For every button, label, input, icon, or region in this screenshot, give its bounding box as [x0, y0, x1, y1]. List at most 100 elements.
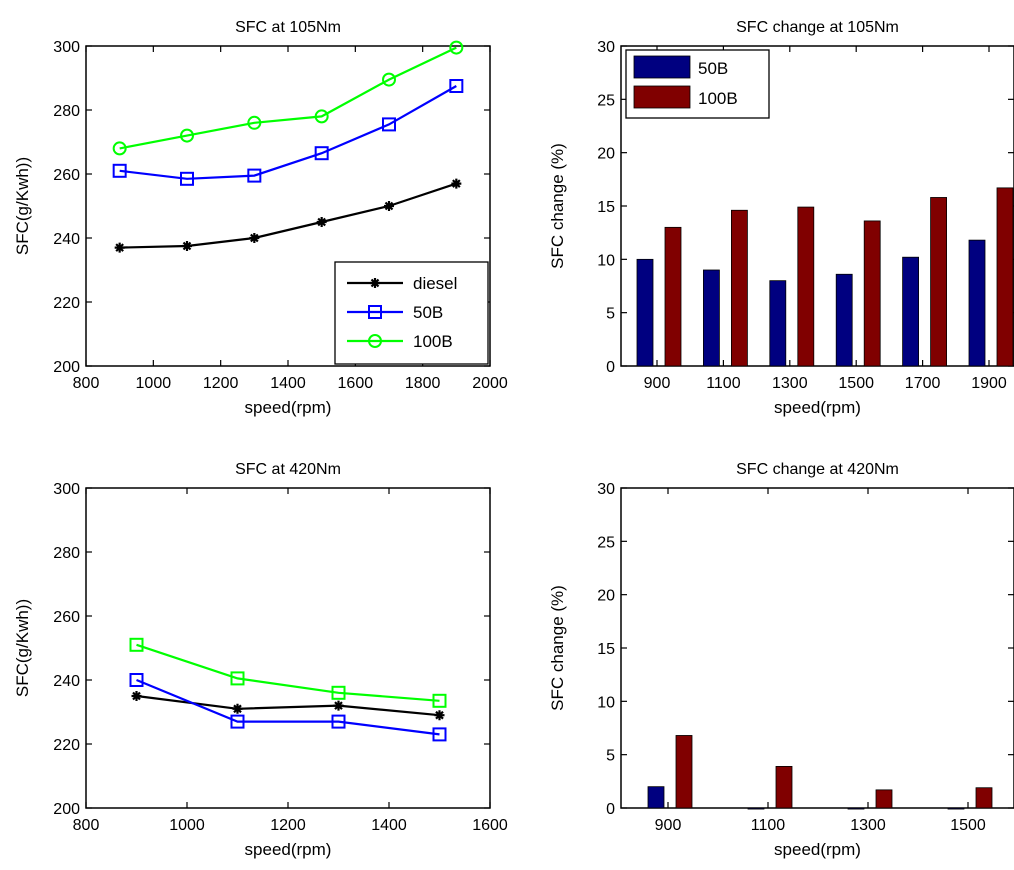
bar-100B	[875, 789, 893, 809]
data-point-100B	[331, 685, 346, 700]
data-point-diesel	[114, 242, 125, 253]
series-line-100B	[119, 46, 457, 150]
y-tick-label: 220	[53, 295, 80, 312]
data-point-100B	[112, 141, 127, 156]
legend-swatch-50B	[633, 55, 691, 79]
series-line-diesel	[119, 182, 457, 249]
series-line-diesel	[136, 694, 440, 717]
y-tick-label: 220	[53, 737, 80, 754]
bar-50B	[902, 256, 919, 367]
x-tick-label: 1200	[203, 375, 239, 392]
data-point-50B	[247, 168, 262, 183]
bar-50B	[835, 273, 853, 367]
data-point-100B	[247, 115, 262, 130]
bar-100B	[797, 206, 815, 367]
bar-chart-p2: SFC change at 105Nm speed(rpm) SFC change …	[548, 19, 1014, 417]
x-tick-label: 2000	[472, 375, 508, 392]
line-chart-p1: SFC at 105Nm speed(rpm) SFC(g/Kwh)) 200 220 2…	[13, 19, 508, 417]
data-point-50B	[180, 171, 194, 186]
y-axis-label: SFC(g/Kwh))	[13, 157, 32, 255]
data-point-100B	[449, 40, 464, 55]
bar-50B	[636, 258, 654, 367]
x-tick-label: 1500	[950, 817, 986, 834]
y-tick-label: 20	[597, 146, 615, 163]
y-tick-label: 5	[606, 748, 615, 765]
data-point-diesel	[316, 217, 327, 227]
x-tick-label: 1000	[169, 817, 205, 834]
bar-50B	[947, 807, 965, 810]
x-tick-label: 1800	[405, 375, 441, 392]
data-point-diesel	[249, 233, 260, 243]
x-tick-label: 1300	[772, 375, 808, 392]
data-point-50B	[449, 79, 464, 93]
legend-label: 50B	[413, 303, 443, 322]
y-tick-label: 0	[606, 359, 615, 376]
legend-marker-diesel	[370, 278, 380, 288]
chart-title: SFC change at 420Nm	[736, 461, 899, 478]
bar-100B	[996, 187, 1014, 367]
legend-label: 50B	[698, 59, 728, 78]
y-axis-label: SFC change (%)	[548, 585, 567, 711]
bar-100B	[664, 226, 682, 367]
chart-title: SFC change at 105Nm	[736, 19, 899, 36]
legend-marker-100B	[368, 334, 382, 348]
y-tick-label: 280	[53, 545, 80, 562]
legend-label: diesel	[413, 274, 457, 293]
bar-100B	[863, 220, 881, 367]
x-axis-label: speed(rpm)	[245, 398, 332, 417]
x-tick-label: 1400	[371, 817, 407, 834]
bar-100B	[930, 197, 947, 367]
x-axis-label: speed(rpm)	[774, 840, 861, 859]
y-tick-label: 25	[597, 534, 615, 551]
data-point-diesel	[182, 241, 192, 251]
x-tick-label: 900	[655, 817, 682, 834]
legend-label: 100B	[413, 332, 453, 351]
series-line-100B	[136, 643, 440, 702]
data-point-diesel	[434, 710, 445, 721]
data-point-50B	[314, 146, 329, 161]
bar-100B	[731, 209, 748, 367]
x-tick-label: 1500	[838, 375, 874, 392]
legend-label: 100B	[698, 89, 738, 108]
data-point-100B	[432, 693, 447, 708]
data-point-100B	[129, 637, 144, 652]
data-point-100B	[382, 72, 396, 87]
chart-title: SFC at 105Nm	[235, 19, 341, 36]
x-tick-label: 1600	[338, 375, 374, 392]
y-tick-label: 200	[53, 801, 80, 818]
x-tick-label: 800	[73, 375, 100, 392]
y-tick-label: 0	[606, 801, 615, 818]
x-tick-label: 1200	[270, 817, 306, 834]
data-point-50B	[230, 714, 245, 729]
x-tick-label: 1100	[706, 375, 741, 392]
bar-50B	[703, 269, 720, 367]
legend: 50B 100B	[625, 49, 770, 119]
data-point-50B	[331, 714, 346, 729]
y-tick-label: 20	[597, 588, 615, 605]
bar-100B	[675, 735, 693, 809]
x-axis-label: speed(rpm)	[245, 840, 332, 859]
y-tick-label: 15	[597, 199, 615, 216]
y-tick-label: 280	[53, 103, 80, 120]
y-tick-label: 15	[597, 641, 615, 658]
data-point-100B	[180, 128, 194, 143]
x-tick-label: 1900	[971, 375, 1007, 392]
y-tick-label: 260	[53, 609, 80, 626]
data-point-50B	[382, 117, 396, 132]
y-tick-label: 25	[597, 92, 615, 109]
y-axis-label: SFC(g/Kwh))	[13, 599, 32, 697]
y-tick-label: 10	[597, 252, 615, 269]
y-tick-label: 30	[597, 39, 615, 56]
y-tick-label: 10	[597, 694, 615, 711]
chart-title: SFC at 420Nm	[235, 461, 341, 478]
x-tick-label: 900	[644, 375, 671, 392]
x-tick-label: 800	[73, 817, 100, 834]
legend-swatch-100B	[633, 85, 691, 109]
y-tick-label: 300	[53, 39, 80, 56]
bar-50B	[769, 280, 787, 367]
y-tick-label: 30	[597, 481, 615, 498]
x-tick-label: 1400	[270, 375, 306, 392]
x-tick-label: 1700	[905, 375, 941, 392]
